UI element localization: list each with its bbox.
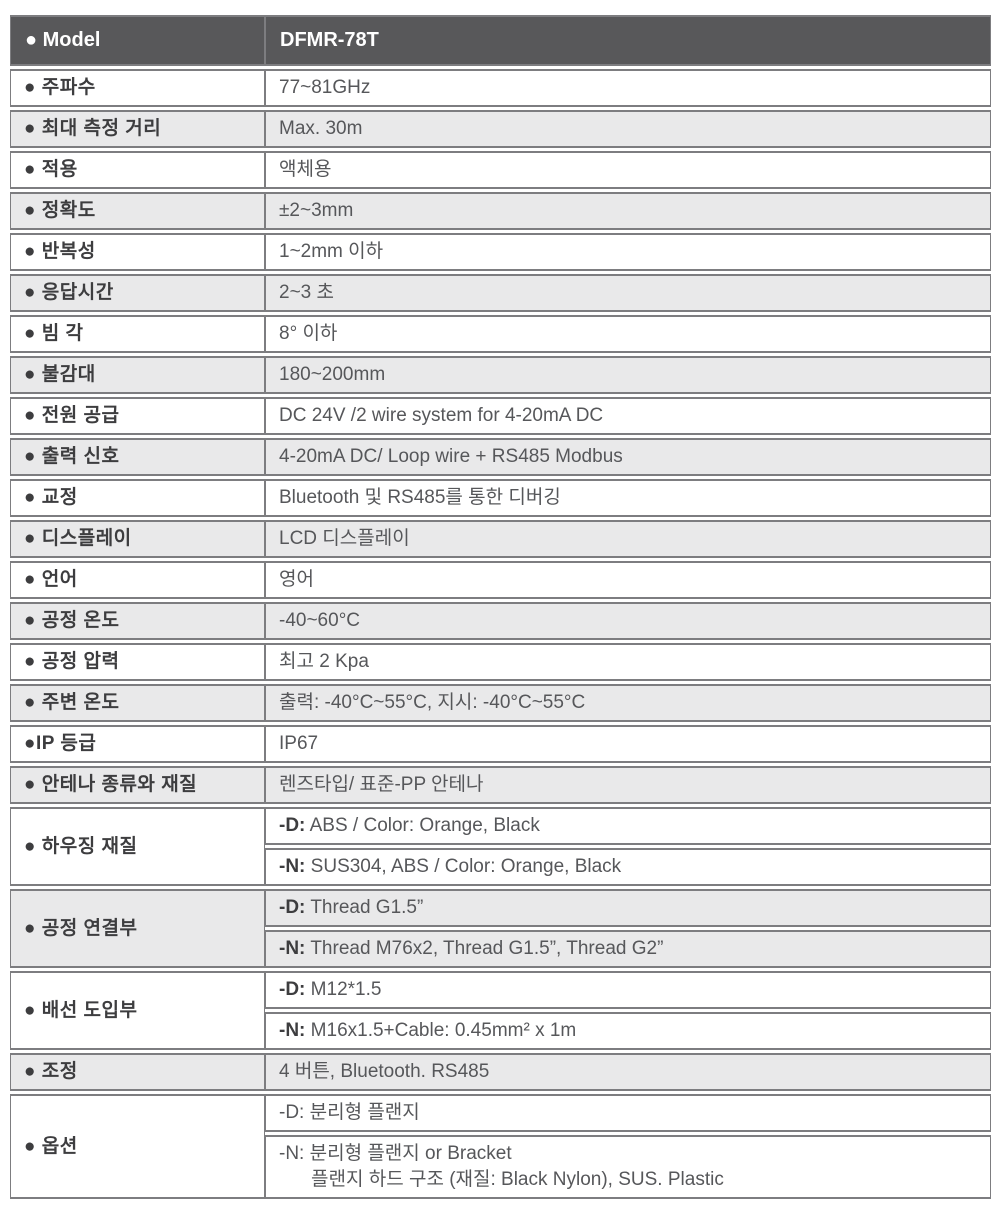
spec-row: ● 디스플레이 LCD 디스플레이 bbox=[10, 520, 991, 558]
spec-row: ● 응답시간 2~3 초 bbox=[10, 274, 991, 312]
spec-value: DC 24V /2 wire system for 4-20mA DC bbox=[265, 397, 991, 435]
spec-table-body: ● Model DFMR-78T ● 주파수 77~81GHz ● 최대 측정 거리 Ma… bbox=[10, 15, 991, 1199]
spec-row: -N: M16x1.5+Cable: 0.45mm² x 1m bbox=[10, 1012, 991, 1050]
spec-value: 출력: -40°C~55°C, 지시: -40°C~55°C bbox=[265, 684, 991, 722]
spec-label: ● 응답시간 bbox=[10, 274, 265, 312]
spec-value: 4-20mA DC/ Loop wire + RS485 Modbus bbox=[265, 438, 991, 476]
spec-row: ● 하우징 재질 -D: ABS / Color: Orange, Black bbox=[10, 807, 991, 886]
spec-row: ● 출력 신호 4-20mA DC/ Loop wire + RS485 Modb… bbox=[10, 438, 991, 476]
spec-row: ● 언어 영어 bbox=[10, 561, 991, 599]
spec-label: ● 정확도 bbox=[10, 192, 265, 230]
spec-header-label: ● Model bbox=[10, 15, 265, 66]
spec-label: ● 주변 온도 bbox=[10, 684, 265, 722]
spec-value: 최고 2 Kpa bbox=[265, 643, 991, 681]
spec-label: ● 최대 측정 거리 bbox=[10, 110, 265, 148]
spec-table: ● Model DFMR-78T ● 주파수 77~81GHz ● 최대 측정 거리 Ma… bbox=[10, 12, 991, 1202]
spec-value: Max. 30m bbox=[265, 110, 991, 148]
spec-value: -N: Thread M76x2, Thread G1.5”, Thread G… bbox=[265, 930, 991, 968]
spec-value: LCD 디스플레이 bbox=[265, 520, 991, 558]
spec-row: ● 전원 공급 DC 24V /2 wire system for 4-20mA … bbox=[10, 397, 991, 435]
spec-label: ● 전원 공급 bbox=[10, 397, 265, 435]
variant-prefix: -N: bbox=[279, 1020, 306, 1041]
spec-label: ● 안테나 종류와 재질 bbox=[10, 766, 265, 804]
spec-row: ● 공정 온도 -40~60°C bbox=[10, 602, 991, 640]
spec-row: -N: SUS304, ABS / Color: Orange, Black bbox=[10, 848, 991, 886]
spec-value: IP67 bbox=[265, 725, 991, 763]
spec-row: ● 공정 연결부 -D: Thread G1.5” bbox=[10, 889, 991, 968]
spec-value: 2~3 초 bbox=[265, 274, 991, 312]
variant-prefix: -N: bbox=[279, 938, 306, 959]
spec-label: ● 조정 bbox=[10, 1053, 265, 1091]
spec-label: ● 공정 압력 bbox=[10, 643, 265, 681]
spec-label: ● 빔 각 bbox=[10, 315, 265, 353]
variant-prefix: -D: bbox=[279, 815, 306, 836]
variant-prefix: -D: bbox=[279, 897, 306, 918]
spec-row: ● 적용 액체용 bbox=[10, 151, 991, 189]
spec-label: ● 언어 bbox=[10, 561, 265, 599]
spec-row: ● 최대 측정 거리 Max. 30m bbox=[10, 110, 991, 148]
spec-row: ● 정확도 ±2~3mm bbox=[10, 192, 991, 230]
spec-value: 4 버튼, Bluetooth. RS485 bbox=[265, 1053, 991, 1091]
spec-value: 렌즈타입/ 표준-PP 안테나 bbox=[265, 766, 991, 804]
spec-value: -D: Thread G1.5” bbox=[265, 889, 991, 927]
spec-label: ● 불감대 bbox=[10, 356, 265, 394]
spec-label: ● 출력 신호 bbox=[10, 438, 265, 476]
spec-label: ● 옵션 bbox=[10, 1094, 265, 1199]
spec-header-value: DFMR-78T bbox=[265, 15, 991, 66]
spec-value: 77~81GHz bbox=[265, 69, 991, 107]
spec-value: 영어 bbox=[265, 561, 991, 599]
spec-value: 1~2mm 이하 bbox=[265, 233, 991, 271]
variant-prefix: -D: bbox=[279, 979, 306, 1000]
spec-label: ● 반복성 bbox=[10, 233, 265, 271]
variant-prefix: -D: bbox=[279, 1102, 305, 1123]
spec-label: ● 적용 bbox=[10, 151, 265, 189]
spec-header-row: ● Model DFMR-78T bbox=[10, 15, 991, 66]
spec-label: ● 주파수 bbox=[10, 69, 265, 107]
spec-label: ● 하우징 재질 bbox=[10, 807, 265, 886]
spec-row: ● 빔 각 8° 이하 bbox=[10, 315, 991, 353]
spec-value: -N: SUS304, ABS / Color: Orange, Black bbox=[265, 848, 991, 886]
spec-value: ±2~3mm bbox=[265, 192, 991, 230]
spec-value: -D: ABS / Color: Orange, Black bbox=[265, 807, 991, 845]
spec-label: ● 공정 온도 bbox=[10, 602, 265, 640]
spec-value: -40~60°C bbox=[265, 602, 991, 640]
spec-row: ● 옵션 -D: 분리형 플랜지 bbox=[10, 1094, 991, 1199]
variant-prefix: -N: bbox=[279, 1143, 305, 1164]
spec-value-line2: 플랜지 하드 구조 (재질: Black Nylon), SUS. Plasti… bbox=[311, 1169, 724, 1190]
spec-row: ● 안테나 종류와 재질 렌즈타입/ 표준-PP 안테나 bbox=[10, 766, 991, 804]
spec-row: ● 주변 온도 출력: -40°C~55°C, 지시: -40°C~55°C bbox=[10, 684, 991, 722]
spec-row: ● 교정 Bluetooth 및 RS485를 통한 디버깅 bbox=[10, 479, 991, 517]
spec-row: -N: 분리형 플랜지 or Bracket 플랜지 하드 구조 (재질: Bla… bbox=[10, 1135, 991, 1199]
spec-label: ● 디스플레이 bbox=[10, 520, 265, 558]
spec-row: -N: Thread M76x2, Thread G1.5”, Thread G… bbox=[10, 930, 991, 968]
spec-row: ● 공정 압력 최고 2 Kpa bbox=[10, 643, 991, 681]
spec-value: -N: 분리형 플랜지 or Bracket 플랜지 하드 구조 (재질: Bla… bbox=[265, 1135, 991, 1199]
spec-value: 액체용 bbox=[265, 151, 991, 189]
spec-row: ● 반복성 1~2mm 이하 bbox=[10, 233, 991, 271]
spec-value: Bluetooth 및 RS485를 통한 디버깅 bbox=[265, 479, 991, 517]
spec-value: -N: M16x1.5+Cable: 0.45mm² x 1m bbox=[265, 1012, 991, 1050]
spec-value: -D: M12*1.5 bbox=[265, 971, 991, 1009]
spec-label: ● 공정 연결부 bbox=[10, 889, 265, 968]
spec-row: ● 불감대 180~200mm bbox=[10, 356, 991, 394]
spec-label: ●IP 등급 bbox=[10, 725, 265, 763]
spec-label: ● 교정 bbox=[10, 479, 265, 517]
spec-row: ● 조정 4 버튼, Bluetooth. RS485 bbox=[10, 1053, 991, 1091]
spec-label: ● 배선 도입부 bbox=[10, 971, 265, 1050]
spec-value: -D: 분리형 플랜지 bbox=[265, 1094, 991, 1132]
spec-value: 180~200mm bbox=[265, 356, 991, 394]
spec-value: 8° 이하 bbox=[265, 315, 991, 353]
spec-row: ● 주파수 77~81GHz bbox=[10, 69, 991, 107]
spec-row: ●IP 등급 IP67 bbox=[10, 725, 991, 763]
spec-row: ● 배선 도입부 -D: M12*1.5 bbox=[10, 971, 991, 1050]
variant-prefix: -N: bbox=[279, 856, 306, 877]
